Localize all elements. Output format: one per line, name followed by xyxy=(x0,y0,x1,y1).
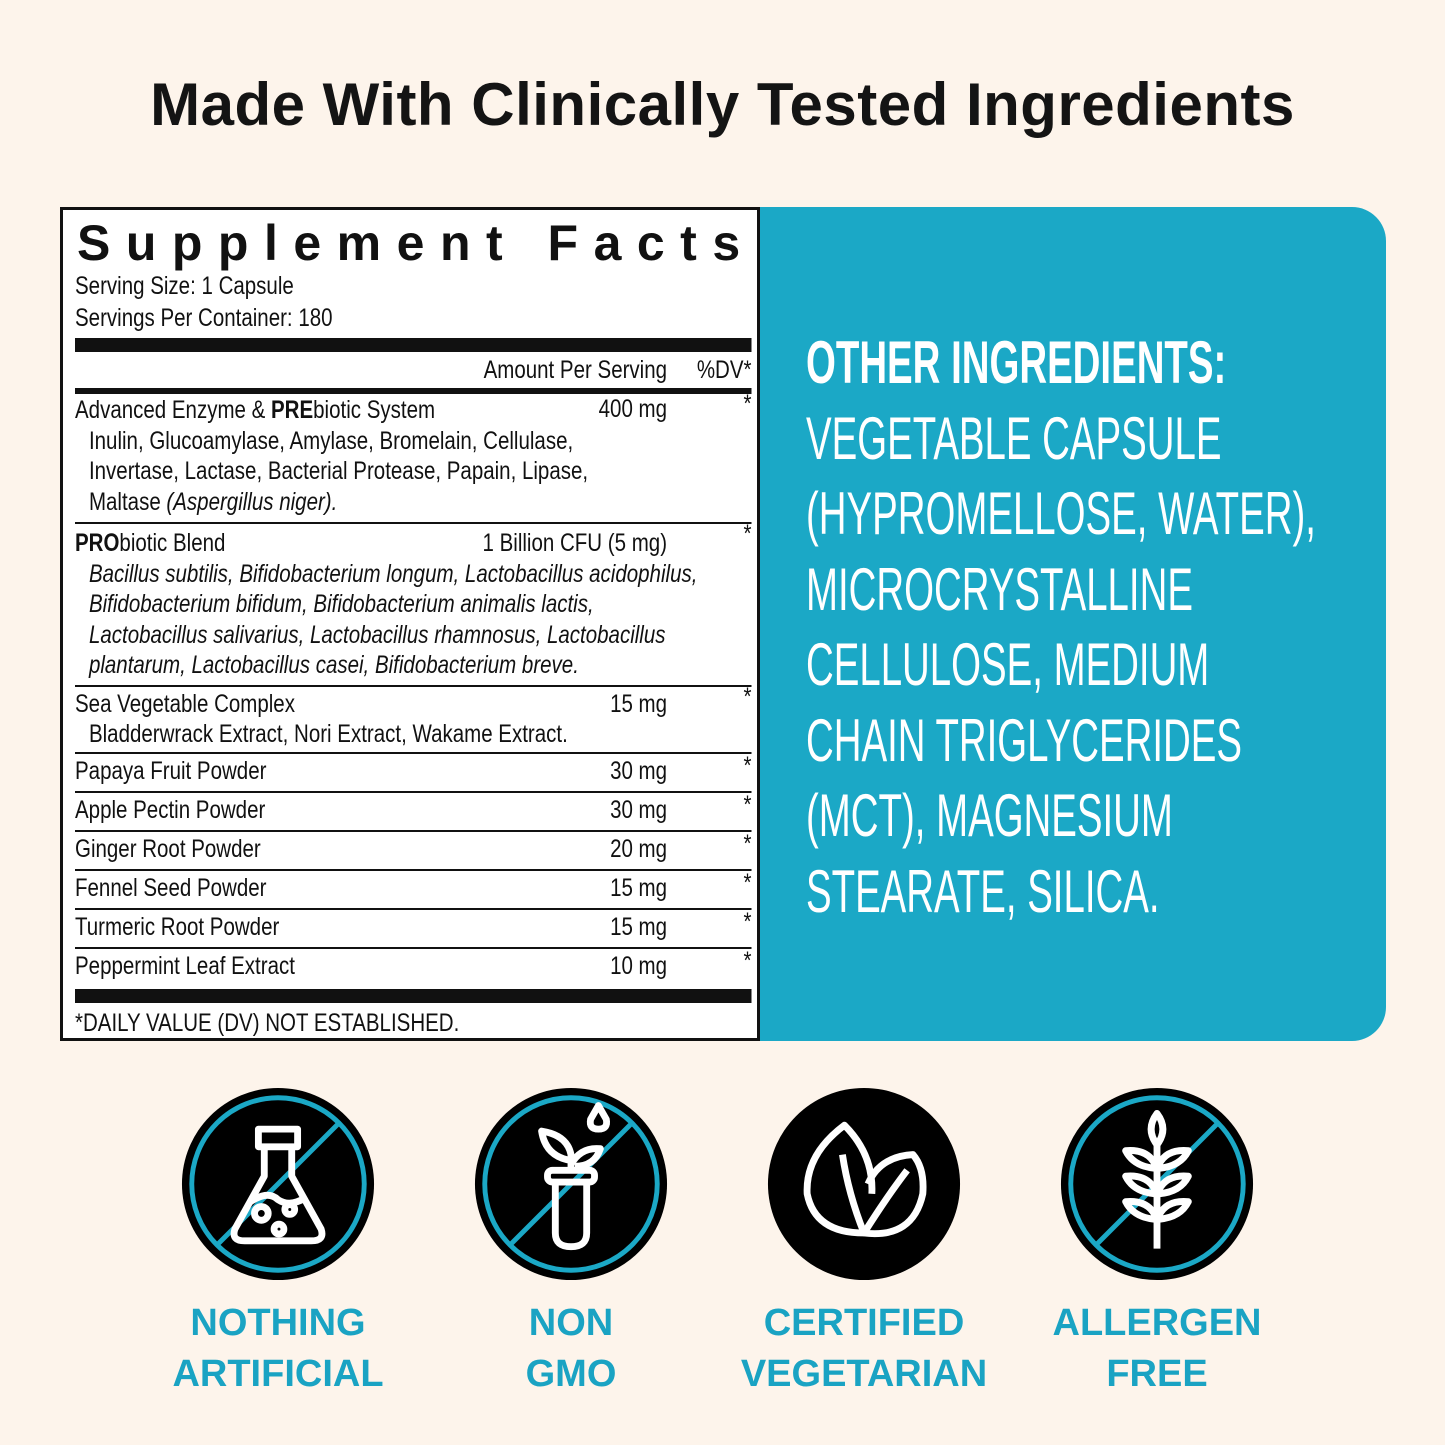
divider-thick xyxy=(75,338,752,352)
servings-per-container: Servings Per Container: 180 xyxy=(75,304,333,332)
ingredient-row: PRObiotic Blend 1 Billion CFU (5 mg) * B… xyxy=(75,520,752,687)
ingredient-line: STEARATE, SILICA. xyxy=(806,857,1160,925)
ingredient-row: Turmeric Root Powder 15 mg * xyxy=(75,908,752,949)
amount: 400 mg xyxy=(598,395,668,423)
ingredient-line: (HYPROMELLOSE, WATER), xyxy=(806,480,1316,547)
other-ingredients-panel: OTHER INGREDIENTS: VEGETABLE CAPSULE (HY… xyxy=(760,207,1386,1041)
divider-thick xyxy=(75,988,752,1003)
ingredient-row: Fennel Seed Powder 15 mg * xyxy=(75,869,752,910)
amount: 15 mg xyxy=(610,689,668,718)
page-title: Made With Clinically Tested Ingredients xyxy=(150,71,1295,138)
test-tube-plant-icon xyxy=(474,1087,668,1281)
footnote: *DAILY VALUE (DV) NOT ESTABLISHED. xyxy=(75,1008,460,1037)
badge-label-allergen-free: ALLERGEN FREE xyxy=(1052,1302,1262,1395)
badge-label-nothing-artificial: NOTHING ARTIFICIAL xyxy=(172,1302,384,1395)
dv: * xyxy=(743,390,752,418)
flask-icon xyxy=(181,1087,375,1281)
ingredient-row: Ginger Root Powder 20 mg * xyxy=(75,830,752,871)
ingredient-row: Apple Pectin Powder 30 mg * xyxy=(75,791,752,832)
col-dv: %DV* xyxy=(696,356,752,384)
ingredient-row: Sea Vegetable Complex 15 mg * Bladderwra… xyxy=(75,683,752,754)
column-header: Amount Per Serving %DV* xyxy=(75,352,752,388)
leaf-icon xyxy=(767,1087,961,1281)
ingredient-row: Advanced Enzyme & PREbiotic System 400 m… xyxy=(75,390,752,524)
ingredient-row: Papaya Fruit Powder 30 mg * xyxy=(75,752,752,793)
serving-size: Serving Size: 1 Capsule xyxy=(75,272,294,300)
dv: * xyxy=(743,682,752,711)
divider-medium xyxy=(75,388,752,394)
ingredient-line: VEGETABLE CAPSULE xyxy=(806,404,1222,472)
dv: * xyxy=(743,520,752,548)
badge-label-non-gmo: NON GMO xyxy=(525,1302,617,1395)
supplement-facts-heading: Supplement Facts xyxy=(77,215,756,271)
amount: 1 Billion CFU (5 mg) xyxy=(482,529,668,557)
wheat-icon xyxy=(1060,1087,1254,1281)
ingredient-line: CELLULOSE, MEDIUM xyxy=(806,631,1210,698)
badge-label-certified-vegetarian: CERTIFIED VEGETARIAN xyxy=(740,1302,988,1395)
ingredient-row: Peppermint Leaf Extract 10 mg * xyxy=(75,946,752,980)
other-ingredients-heading: OTHER INGREDIENTS: xyxy=(806,329,1227,396)
ingredient-line: (MCT), MAGNESIUM xyxy=(806,782,1173,849)
col-amount: Amount Per Serving xyxy=(483,356,668,384)
supplement-facts-panel: Supplement Facts Serving Size: 1 Capsule… xyxy=(60,207,760,1041)
ingredient-line: CHAIN TRIGLYCERIDES xyxy=(806,706,1242,774)
ingredient-line: MICROCRYSTALLINE xyxy=(806,555,1193,623)
